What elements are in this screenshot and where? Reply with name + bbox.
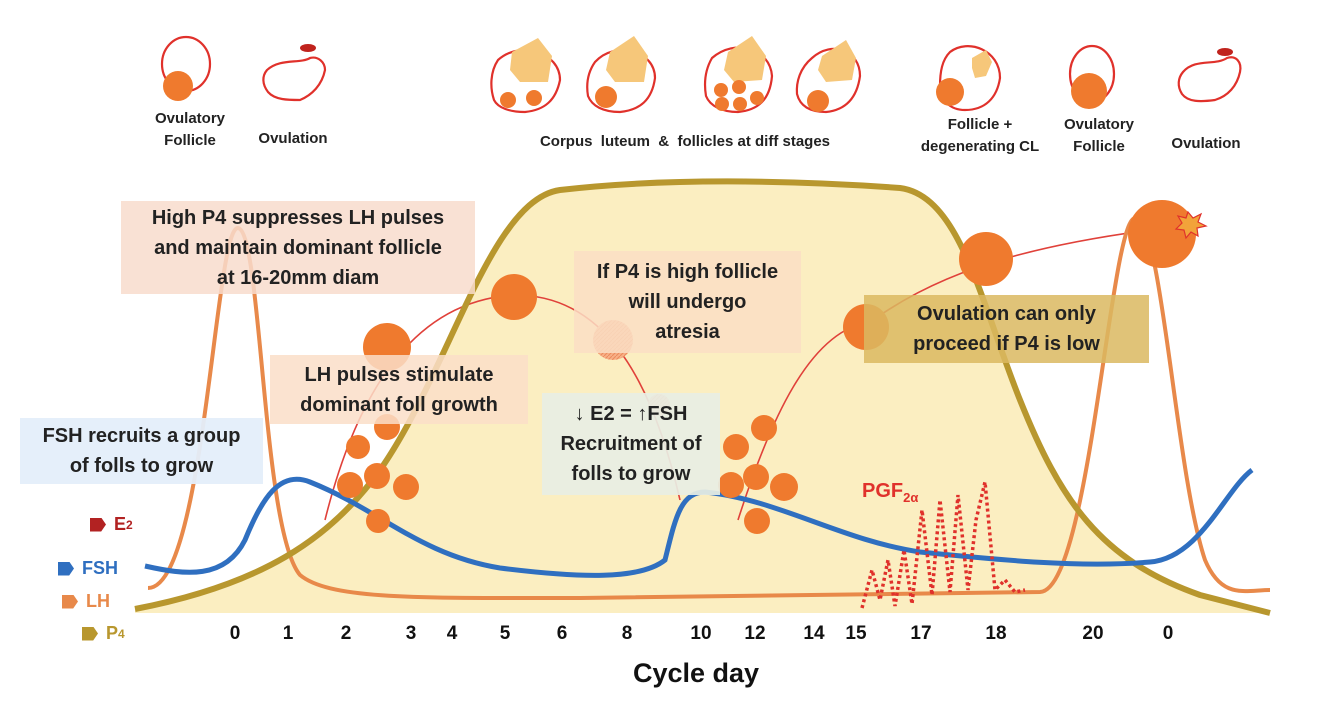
label-follicle-degenerating-cl: Follicle + degenerating CL	[920, 116, 1040, 155]
annotation-p4-high-atresia: If P4 is high follicle will undergo atresi…	[574, 251, 801, 353]
fsh-curve	[144, 467, 1254, 578]
annotation-e2-fsh: ↓ E2 = ↑FSH Recruitment of folls to grow	[542, 393, 720, 495]
label-ovulatory-follicle-1: Ovulatory Follicle	[154, 110, 226, 149]
day-tick: 8	[621, 623, 633, 644]
annotation-ovulation-p4-low: Ovulation can only proceed if P4 is low	[864, 295, 1149, 363]
annotation-lh-pulses: LH pulses stimulate dominant foll growth	[270, 355, 528, 424]
day-tick: 20	[1082, 623, 1104, 644]
label-ovulatory-follicle-2: Ovulatory Follicle	[1063, 116, 1135, 155]
label-ovulation-2: Ovulation	[1171, 135, 1241, 152]
day-tick: 1	[282, 623, 294, 644]
legend-e2-marker-icon	[90, 517, 106, 532]
day-tick: 3	[405, 623, 417, 644]
legend-lh: LH	[62, 591, 110, 612]
day-tick: 4	[446, 623, 458, 644]
day-tick: 6	[556, 623, 568, 644]
pgf-label: PGF2α	[862, 480, 919, 505]
x-axis-title: Cycle day	[632, 658, 760, 688]
legend-lh-marker-icon	[62, 594, 78, 609]
day-tick: 5	[499, 623, 511, 644]
day-tick: 18	[985, 623, 1007, 644]
day-tick: 10	[690, 623, 712, 644]
legend-fsh: FSH	[58, 558, 118, 579]
day-tick: 12	[744, 623, 766, 644]
day-tick: 0	[229, 623, 241, 644]
day-tick: 2	[340, 623, 352, 644]
label-ovulation-1: Ovulation	[258, 130, 328, 147]
legend-p4-marker-icon	[82, 626, 98, 641]
label-corpus-luteum: Corpus luteum & follicles at diff stages	[539, 133, 831, 150]
day-tick: 17	[910, 623, 932, 644]
annotation-fsh-recruits: FSH recruits a group of folls to grow	[20, 418, 263, 484]
annotation-high-p4: High P4 suppresses LH pulses and maintain…	[121, 201, 475, 294]
p4-curve	[134, 178, 1271, 616]
day-tick: 14	[803, 623, 825, 644]
day-tick: 0	[1162, 623, 1174, 644]
rupture-star-icon	[1174, 210, 1208, 240]
ovary-contents	[163, 36, 1233, 112]
legend-fsh-marker-icon	[58, 561, 74, 576]
day-tick: 15	[845, 623, 867, 644]
